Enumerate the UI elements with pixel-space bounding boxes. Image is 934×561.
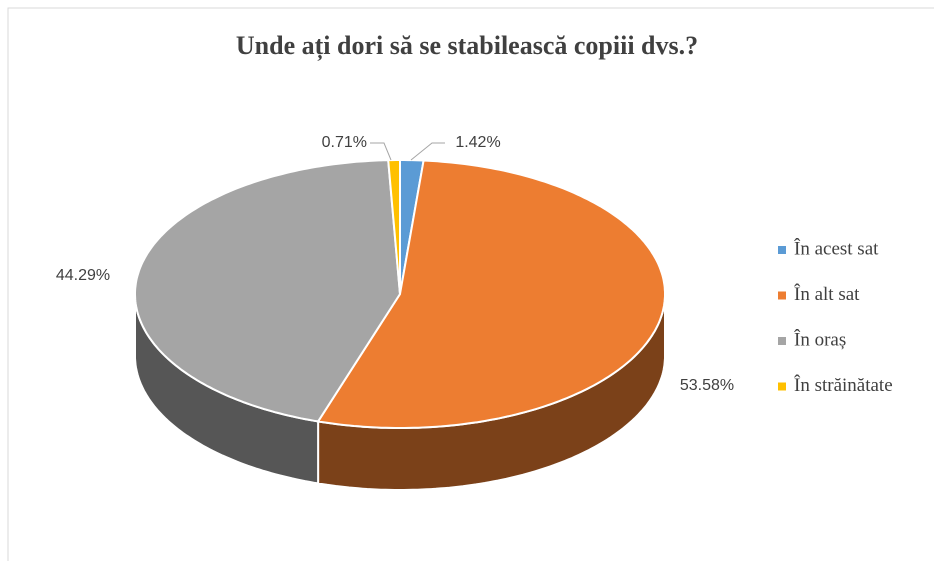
data-label: 53.58% [680,377,734,394]
pie-slice [134,159,402,423]
chart-title: Unde ați dori să se stabilească copiii d… [236,31,698,61]
pie-slice [316,159,666,429]
legend-label: În străinătate [794,374,893,396]
pie-slice [387,159,401,295]
legend-swatch [778,291,786,300]
data-label: 0.71% [322,134,367,151]
legend-swatch [778,382,786,391]
leader-line [410,142,445,161]
legend-swatch [778,246,786,254]
legend-label: În oraș [794,328,846,350]
data-label: 1.42% [455,134,500,151]
legend-label: În alt sat [794,283,860,305]
legend-label: În acest sat [794,237,879,259]
data-label: 44.29% [56,267,110,284]
legend-swatch [778,337,786,345]
leader-line [370,142,392,161]
